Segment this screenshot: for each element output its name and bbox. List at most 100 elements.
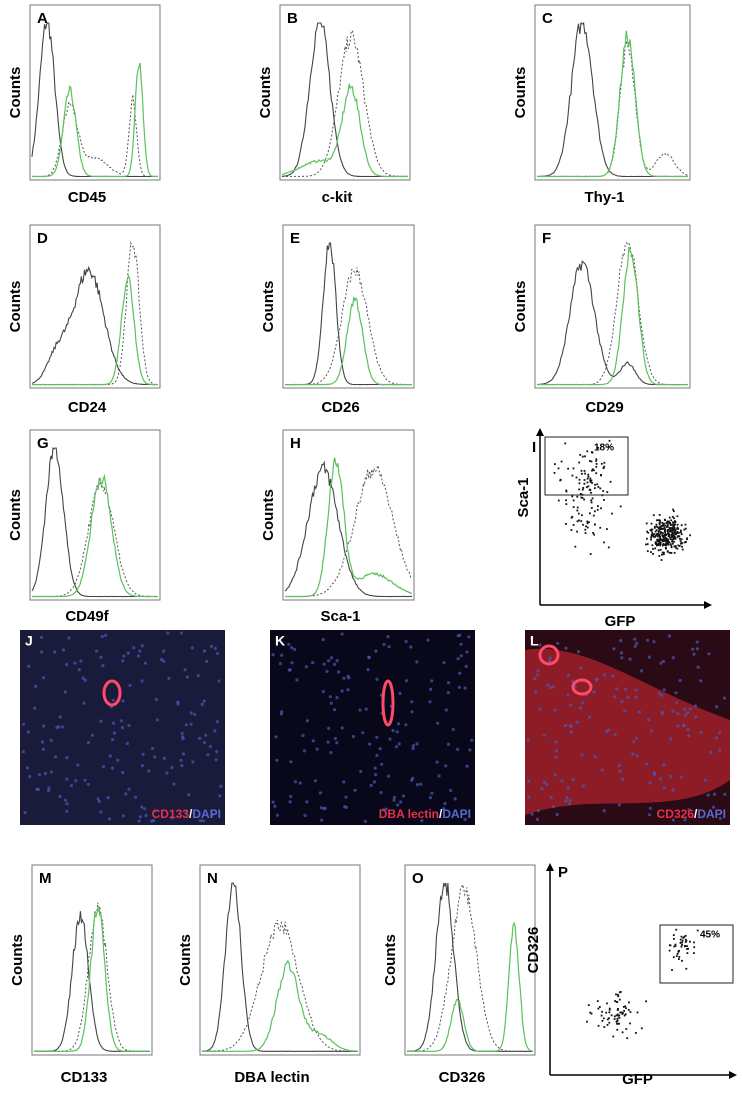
nucleus — [295, 678, 299, 682]
x-axis-label: CD45 — [68, 189, 106, 206]
nucleus — [675, 701, 679, 705]
scatter-dot — [608, 1017, 610, 1020]
nucleus — [166, 631, 170, 635]
scatter-dot — [615, 1000, 618, 1003]
plot-frame — [29, 4, 161, 181]
plot-frame — [534, 224, 691, 389]
scatter-dot — [608, 439, 611, 442]
scatter-dot — [670, 536, 673, 538]
nucleus — [436, 721, 440, 725]
nucleus — [714, 736, 719, 740]
nucleus — [335, 696, 339, 700]
scatter-dot — [590, 1012, 593, 1015]
scatter-dot — [646, 530, 648, 533]
scatter-dot — [585, 525, 587, 528]
scatter-dot — [583, 498, 585, 501]
histogram-curve — [31, 473, 159, 598]
x-axis-label: DBA lectin — [234, 1069, 309, 1086]
scatter-dot — [674, 520, 676, 522]
nucleus — [140, 805, 144, 809]
scatter-dot — [595, 460, 598, 462]
nucleus — [150, 819, 154, 823]
nucleus — [703, 778, 707, 782]
scatter-dot — [684, 523, 687, 526]
nucleus — [162, 659, 166, 663]
scatter-dot — [658, 536, 661, 539]
scatter-dot — [680, 941, 682, 944]
nucleus — [320, 818, 324, 822]
x-axis-label: Sca-1 — [320, 608, 360, 625]
nucleus — [695, 647, 700, 651]
nucleus — [459, 654, 463, 658]
scatter-dot — [684, 527, 687, 530]
nucleus — [634, 688, 638, 692]
scatter-dot — [581, 455, 584, 458]
nucleus — [293, 780, 298, 784]
scatter-dot — [656, 519, 658, 522]
scatter-dot — [675, 546, 677, 549]
nucleus — [65, 809, 69, 813]
scatter-dot — [600, 474, 602, 476]
scatter-dot — [666, 542, 669, 545]
nucleus — [660, 693, 664, 697]
scatter-dot — [659, 521, 661, 523]
nucleus — [692, 652, 696, 656]
nucleus — [273, 804, 277, 808]
scatter-dot — [586, 450, 589, 453]
nucleus — [437, 774, 441, 778]
scatter-dot — [625, 1028, 628, 1030]
scatter-dot — [659, 539, 662, 542]
scatter-dot — [657, 544, 660, 546]
scatter-dot — [668, 527, 671, 530]
scatter-dot — [677, 527, 680, 530]
vessel-stain — [571, 678, 593, 696]
nucleus — [397, 742, 401, 746]
scatter-dot — [657, 549, 660, 552]
nucleus — [126, 651, 130, 655]
scatter-dot — [670, 546, 673, 549]
scatter-dot — [603, 541, 605, 544]
scatter-dot — [655, 523, 658, 526]
y-axis-label: Counts — [260, 489, 277, 541]
nucleus — [340, 632, 344, 636]
scatter-dot — [596, 508, 599, 511]
scatter-dot — [653, 533, 656, 535]
scatter-dot — [653, 535, 655, 538]
panel-letter: D — [37, 230, 48, 247]
scatter-dot — [576, 506, 579, 509]
scatter-dot — [670, 544, 673, 547]
nucleus — [67, 636, 71, 640]
scatter-dot — [689, 534, 691, 537]
y-axis-label: Counts — [7, 489, 24, 541]
nucleus — [23, 811, 27, 815]
micrograph — [270, 630, 475, 825]
nucleus — [311, 739, 315, 743]
nucleus — [409, 645, 413, 649]
nucleus — [58, 794, 62, 799]
scatter-dot — [608, 1011, 611, 1014]
nucleus — [682, 723, 686, 728]
nucleus — [396, 722, 401, 726]
plot-frame — [282, 429, 415, 601]
nucleus — [327, 659, 331, 663]
scatter-dot — [666, 525, 669, 528]
nucleus — [26, 730, 30, 734]
scatter-dot — [669, 522, 671, 524]
nucleus — [617, 764, 622, 768]
nucleus — [526, 738, 530, 742]
nucleus — [671, 709, 675, 713]
nucleus — [661, 659, 666, 664]
scatter-dot — [677, 535, 680, 537]
histogram-curve — [284, 463, 413, 598]
scatter-dot — [679, 537, 681, 540]
plot-frame — [282, 224, 415, 389]
scatter-dot — [616, 1018, 619, 1020]
nucleus — [446, 691, 450, 695]
scatter-dot — [589, 479, 592, 482]
plot-frame — [199, 864, 361, 1056]
nucleus — [536, 809, 540, 813]
scatter-dot — [578, 461, 581, 464]
nucleus — [143, 661, 148, 665]
scatter-dot — [600, 462, 603, 465]
nucleus — [184, 810, 189, 814]
